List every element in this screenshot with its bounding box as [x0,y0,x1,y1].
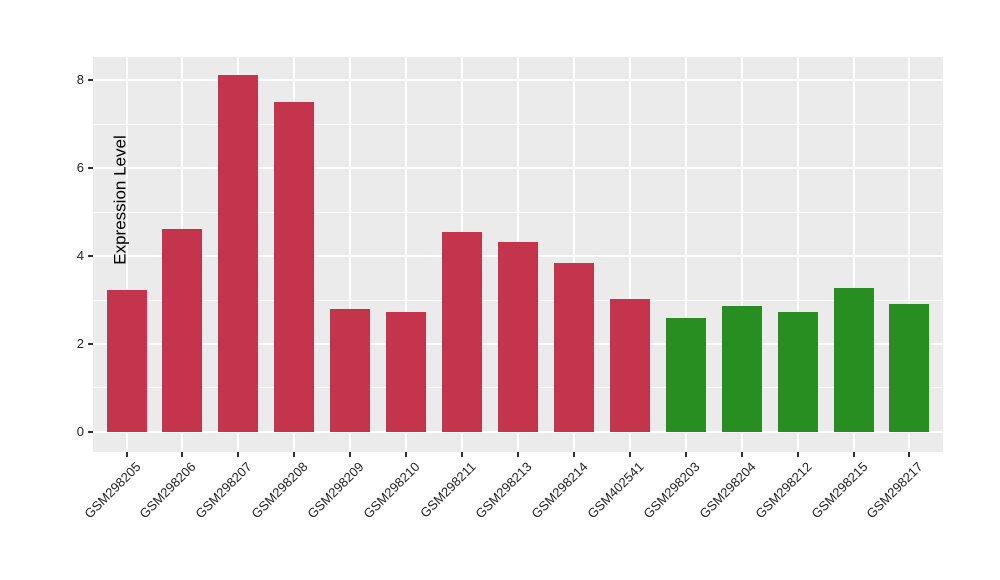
y-tick-0 [88,430,93,433]
bar-GSM298205 [106,289,147,432]
plot-panel [93,57,943,452]
y-tick-8 [88,79,93,82]
bar-GSM298207 [218,74,259,432]
x-tick-GSM298214 [572,452,575,457]
y-tick-2 [88,343,93,345]
y-tick-4 [88,255,93,258]
bar-GSM298213 [498,241,538,432]
x-tick-GSM298217 [908,452,911,457]
gridline-x-GSM298203 [684,57,687,452]
gridline-x-GSM298214 [572,57,575,452]
y-tick-label-8: 8 [76,72,84,88]
x-tick-label-GSM298205: GSM298205 [80,459,144,522]
x-tick-label-GSM402541: GSM402541 [584,459,647,522]
bar-GSM298211 [442,232,483,432]
x-tick-GSM298206 [181,452,184,457]
x-tick-GSM298207 [237,452,240,457]
bar-GSM298208 [274,102,315,432]
x-tick-GSM298211 [461,452,464,457]
x-tick-GSM298204 [740,452,743,457]
x-tick-label-GSM298212: GSM298212 [751,459,815,522]
x-tick-label-GSM298206: GSM298206 [136,459,200,522]
bar-GSM402541 [609,299,650,432]
x-tick-label-GSM298203: GSM298203 [640,459,703,522]
y-tick-label-2: 2 [76,336,84,351]
x-tick-label-GSM298204: GSM298204 [696,459,759,522]
bar-GSM298209 [330,308,371,432]
bar-GSM298215 [833,287,874,432]
gridline-x-GSM298205 [125,57,128,452]
gridline-x-GSM402541 [628,57,631,452]
x-tick-GSM402541 [628,452,631,457]
x-tick-label-GSM298211: GSM298211 [417,459,479,521]
gridline-x-GSM298209 [349,57,352,452]
x-tick-label-GSM298214: GSM298214 [528,459,591,522]
x-tick-GSM298212 [796,452,799,457]
bar-GSM298217 [889,303,930,432]
y-tick-label-6: 6 [76,160,84,176]
gridline-x-GSM298210 [405,57,408,452]
x-tick-GSM298205 [125,452,128,457]
x-tick-label-GSM298217: GSM298217 [863,459,927,522]
gridline-x-GSM298215 [852,57,855,452]
x-tick-GSM298209 [349,452,352,457]
y-tick-label-4: 4 [76,248,84,264]
bar-GSM298214 [553,262,594,432]
gridline-x-GSM298212 [796,57,799,452]
y-tick-label-0: 0 [76,423,84,439]
x-tick-GSM298208 [293,452,296,457]
x-tick-label-GSM298209: GSM298209 [304,459,367,522]
bar-GSM298210 [386,311,427,432]
x-tick-label-GSM298213: GSM298213 [472,459,535,522]
x-tick-label-GSM298215: GSM298215 [807,459,871,522]
bar-GSM298212 [777,312,818,432]
gridline-x-GSM298217 [908,57,911,452]
bar-GSM298203 [665,317,706,432]
x-tick-label-GSM298210: GSM298210 [360,459,423,522]
x-tick-GSM298203 [684,452,687,457]
x-tick-label-GSM298208: GSM298208 [248,459,311,522]
x-tick-GSM298210 [405,452,408,457]
y-axis-title: Expression Level [110,135,130,265]
gridline-x-GSM298204 [740,57,743,452]
y-tick-6 [88,167,93,170]
x-tick-GSM298215 [852,452,855,457]
x-tick-GSM298213 [517,452,519,457]
x-tick-label-GSM298207: GSM298207 [192,459,256,522]
bar-GSM298206 [162,229,203,432]
bar-GSM298204 [721,306,762,432]
